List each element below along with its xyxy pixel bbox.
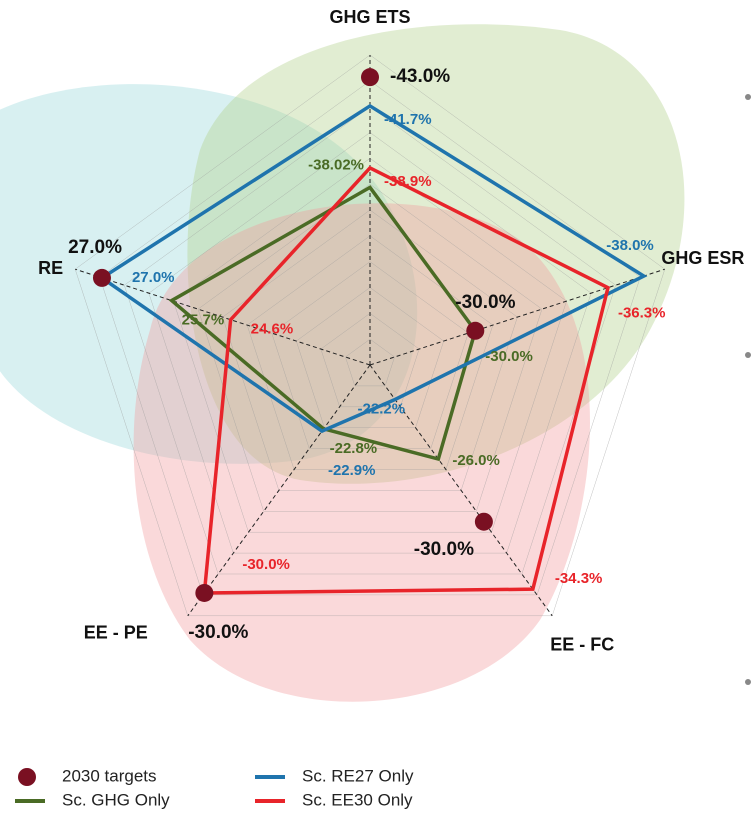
series-line — [98, 103, 648, 434]
value-label: -22.8% — [330, 440, 378, 457]
series-line — [168, 185, 478, 462]
grid-ring — [197, 183, 543, 512]
target-marker — [474, 512, 493, 531]
grid-ring — [271, 261, 469, 449]
target-marker — [466, 321, 485, 340]
value-label: -30.0% — [485, 348, 533, 365]
value-label: 25.7% — [182, 312, 225, 329]
bullet — [745, 679, 751, 685]
value-label: -22.9% — [328, 462, 376, 479]
bullet — [745, 94, 751, 100]
grid-ring — [148, 132, 592, 554]
value-label: -38.02% — [308, 156, 364, 173]
blob-teal — [0, 84, 418, 464]
value-label: -30.0% — [414, 539, 474, 560]
axis-label: GHG ESR — [661, 248, 744, 268]
series-line — [202, 165, 611, 595]
target-marker — [92, 268, 111, 287]
value-label: -41.7% — [384, 111, 432, 128]
value-label: -36.3% — [618, 305, 666, 322]
legend-label: Sc. EE30 Only — [302, 790, 413, 809]
value-label: 24.6% — [251, 321, 294, 338]
grid-ring — [345, 338, 395, 387]
grid-ring — [124, 106, 616, 575]
target-marker — [195, 583, 214, 602]
grid-ring — [74, 54, 666, 617]
legend-label: Sc. GHG Only — [62, 790, 170, 809]
value-label: -22.2% — [358, 400, 406, 417]
target-marker — [361, 68, 379, 87]
axis-label: EE - FC — [550, 635, 614, 655]
spoke — [369, 364, 553, 617]
bullets — [745, 94, 751, 685]
grid-ring — [295, 287, 445, 428]
legend-label: Sc. RE27 Only — [302, 766, 414, 785]
axis-label: RE — [38, 258, 63, 278]
background-blobs — [0, 24, 685, 702]
bullet — [745, 352, 751, 358]
value-label: 27.0% — [132, 269, 175, 286]
value-label: -43.0% — [390, 66, 450, 87]
spoke — [187, 364, 371, 617]
legend-label: 2030 targets — [62, 766, 157, 785]
axis-label: EE - PE — [84, 623, 148, 643]
value-label: -30.0% — [455, 292, 515, 313]
spoke — [369, 268, 665, 366]
grid-ring — [246, 235, 494, 470]
grid-ring — [173, 158, 567, 533]
value-label: -30.0% — [188, 622, 248, 643]
value-label: -38.9% — [384, 173, 432, 190]
value-label: -38.0% — [606, 237, 654, 254]
value-label: 27.0% — [68, 237, 122, 258]
blob-green — [187, 24, 685, 484]
legend-marker — [18, 768, 36, 786]
value-label: -26.0% — [452, 452, 500, 469]
value-label: -34.3% — [555, 570, 603, 587]
grid-ring — [320, 313, 420, 408]
spoke — [75, 268, 371, 366]
axis-label: GHG ETS — [329, 7, 410, 27]
value-label: -30.0% — [242, 556, 290, 573]
